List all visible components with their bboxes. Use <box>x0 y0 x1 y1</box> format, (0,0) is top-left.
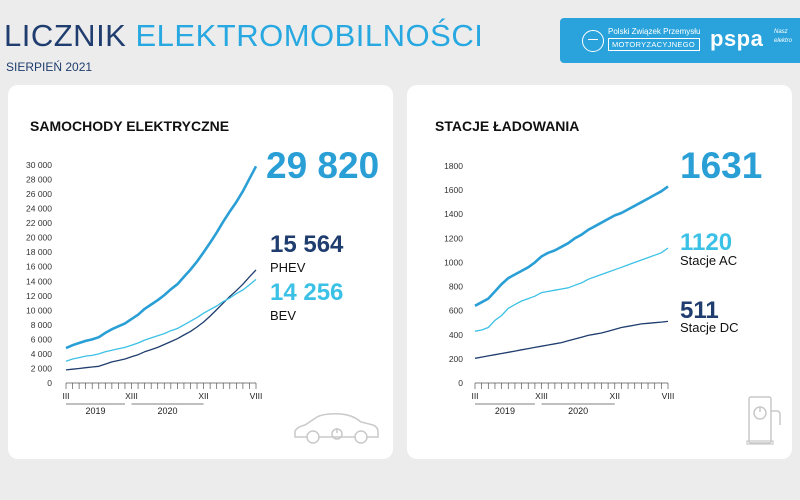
cars-y-tick-label: 20 000 <box>26 233 52 243</box>
stations-x-tick-label: XIII <box>535 391 548 401</box>
ac-label: Stacje AC <box>680 253 738 268</box>
stations-series-line-total <box>474 185 669 307</box>
cars-year-label: 2019 <box>85 406 105 416</box>
stations-chart: 0 200 400 600 800 1000 1200 1400 1600 1800 III XIII… <box>444 161 675 416</box>
cars-chart: 0 2 000 4 000 6 000 8 000 10 000 12 000 14 000 1… <box>26 160 263 416</box>
title-part-2: ELEKTROMOBILNOŚCI <box>135 18 484 53</box>
cars-y-tick-label: 24 000 <box>26 204 52 214</box>
stations-x-tick-label: XII <box>610 391 620 401</box>
dc-label: Stacje DC <box>680 320 739 335</box>
pzpm-logo-icon <box>582 30 604 52</box>
stations-series-line-stacje-ac <box>474 247 669 332</box>
title-part-1: LICZNIK <box>4 18 127 53</box>
stations-x-tick-label: VIII <box>662 391 675 401</box>
cars-series-line-phev <box>65 269 257 371</box>
cars-total-value: 29 820 <box>266 145 380 186</box>
stations-year-label: 2019 <box>495 406 515 416</box>
cars-y-tick-label: 30 000 <box>26 160 52 170</box>
cars-y-tick-label: 2 000 <box>31 363 53 373</box>
stations-y-tick-label: 600 <box>449 306 463 316</box>
stations-y-tick-label: 1400 <box>444 209 463 219</box>
cars-year-label: 2020 <box>158 406 178 416</box>
stations-y-tick-label: 1200 <box>444 233 463 243</box>
stations-y-tick-label: 1800 <box>444 161 463 171</box>
date-subtitle: SIERPIEŃ 2021 <box>6 60 93 74</box>
stations-y-tick-label: 800 <box>449 282 463 292</box>
cars-y-tick-label: 8 000 <box>31 320 53 330</box>
stations-x-tick-label: III <box>471 391 478 401</box>
phev-value: 15 564 <box>270 231 344 258</box>
cars-x-tick-label: XII <box>198 391 208 401</box>
cars-x-tick-label: VIII <box>250 391 263 401</box>
stations-panel-title: STACJE ŁADOWANIA <box>435 118 580 134</box>
cars-y-tick-label: 0 <box>47 378 52 388</box>
pzpm-logo-text: Polski Związek Przemysłu MOTORYZACYJNEGO <box>608 26 701 51</box>
stations-year-label: 2020 <box>568 406 588 416</box>
cars-series-line-bev <box>65 278 257 362</box>
stations-y-tick-label: 200 <box>449 354 463 364</box>
ac-value: 1120 <box>680 229 733 256</box>
stations-y-tick-label: 1000 <box>444 257 463 267</box>
cars-y-tick-label: 22 000 <box>26 218 52 228</box>
pspa-tagline: Nasz elektro <box>774 28 792 46</box>
cars-x-tick-label: XIII <box>125 391 138 401</box>
pzpm-line-1: Polski Związek Przemysłu <box>608 27 701 36</box>
cars-y-tick-label: 10 000 <box>26 305 52 315</box>
stations-panel: STACJE ŁADOWANIA 0 200 400 600 800 1000 1200 14… <box>407 85 792 459</box>
cars-y-tick-label: 16 000 <box>26 262 52 272</box>
pspa-logo: pspa <box>710 26 764 51</box>
bev-value: 14 256 <box>270 279 344 306</box>
dc-value: 511 <box>680 297 719 324</box>
cars-y-tick-label: 26 000 <box>26 189 52 199</box>
cars-y-tick-label: 4 000 <box>31 349 53 359</box>
car-outline-icon <box>294 413 379 444</box>
cars-y-tick-label: 14 000 <box>26 276 52 286</box>
stations-y-tick-label: 1600 <box>444 185 463 195</box>
charging-station-icon <box>746 396 781 445</box>
partner-logos-bar: Polski Związek Przemysłu MOTORYZACYJNEGO… <box>560 18 800 63</box>
pspa-tagline-2: elektro <box>774 38 793 44</box>
pspa-tagline-1: Nasz <box>774 29 788 35</box>
cars-series-line-total <box>65 165 258 350</box>
cars-y-tick-label: 6 000 <box>31 334 53 344</box>
stations-total-value: 1631 <box>680 145 763 186</box>
cars-panel-title: SAMOCHODY ELEKTRYCZNE <box>30 118 230 134</box>
phev-label: PHEV <box>270 260 306 275</box>
cars-x-tick-label: III <box>62 391 69 401</box>
pzpm-line-2: MOTORYZACYJNEGO <box>608 38 701 51</box>
cars-panel: SAMOCHODY ELEKTRYCZNE 0 2 000 4 000 6 000 8 … <box>8 85 393 459</box>
stations-series-line-stacje-dc <box>474 320 669 359</box>
stations-y-tick-label: 400 <box>449 330 463 340</box>
stations-y-tick-label: 0 <box>458 378 463 388</box>
bev-label: BEV <box>270 308 297 323</box>
cars-y-tick-label: 18 000 <box>26 247 52 257</box>
page-title: LICZNIK ELEKTROMOBILNOŚCI <box>4 18 483 54</box>
cars-y-tick-label: 28 000 <box>26 175 52 185</box>
cars-y-tick-label: 12 000 <box>26 291 52 301</box>
